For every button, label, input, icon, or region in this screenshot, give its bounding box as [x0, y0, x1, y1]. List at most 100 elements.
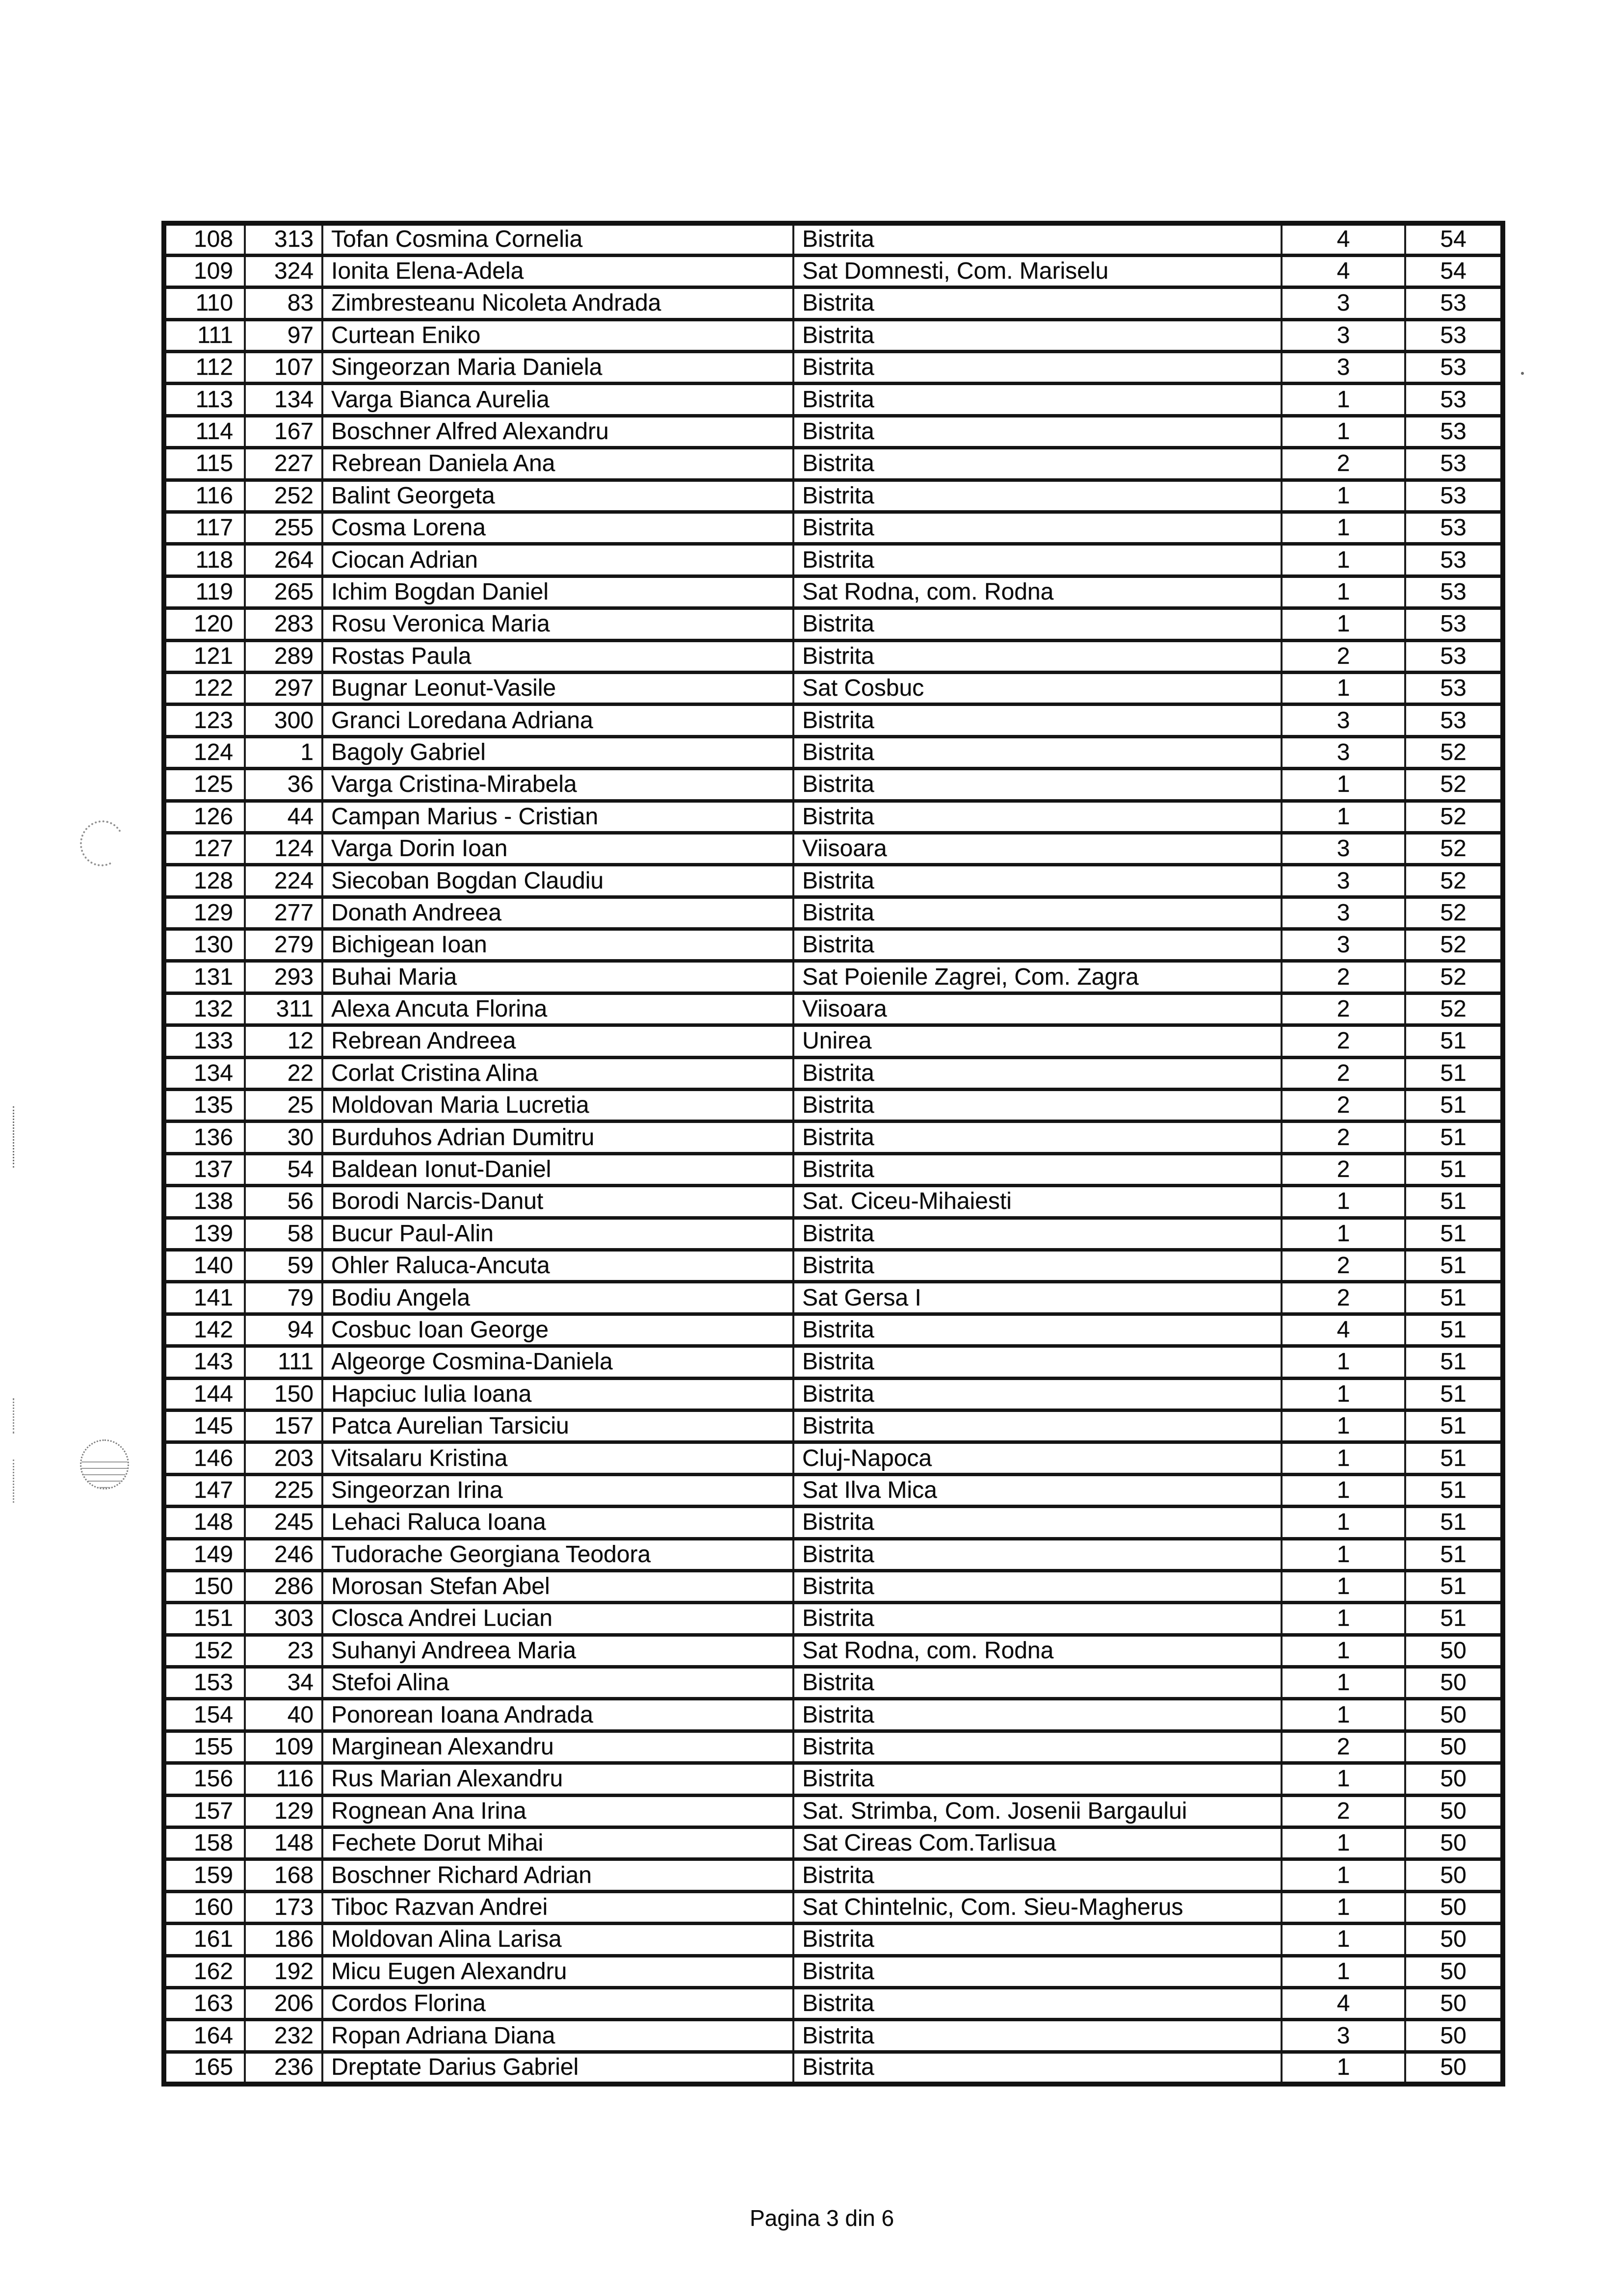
table-row: 137 54 Baldean Ionut-Daniel Bistrita 2 5…	[163, 1151, 1504, 1188]
score2-cell: 53	[1404, 638, 1504, 674]
rank-cell: 136	[163, 1120, 246, 1155]
id-cell: 236	[244, 2050, 323, 2086]
location-cell: Bistrita	[792, 317, 1283, 354]
id-cell: 79	[244, 1280, 323, 1316]
rank-cell: 125	[163, 767, 246, 803]
id-cell: 252	[244, 478, 323, 514]
name-cell: Balint Georgeta	[321, 478, 794, 514]
name-cell: Rostas Paula	[321, 638, 794, 674]
location-cell: Bistrita	[792, 382, 1283, 417]
rank-cell: 132	[163, 991, 246, 1027]
rank-cell: 113	[163, 382, 246, 417]
id-cell: 279	[244, 927, 323, 963]
location-cell: Bistrita	[792, 1954, 1283, 1990]
name-cell: Varga Dorin Ioan	[321, 831, 794, 867]
score1-cell: 3	[1281, 863, 1406, 899]
score1-cell: 3	[1281, 927, 1406, 963]
score2-cell: 53	[1404, 478, 1504, 514]
score2-cell: 51	[1404, 1120, 1504, 1155]
location-cell: Bistrita	[792, 542, 1283, 578]
score2-cell: 53	[1404, 574, 1504, 610]
score2-cell: 53	[1404, 606, 1504, 642]
score2-cell: 53	[1404, 542, 1504, 578]
score2-cell: 50	[1404, 1697, 1504, 1733]
location-cell: Cluj-Napoca	[792, 1440, 1283, 1476]
location-cell: Bistrita	[792, 1922, 1283, 1957]
id-cell: 224	[244, 863, 323, 899]
score2-cell: 53	[1404, 703, 1504, 738]
score2-cell: 52	[1404, 831, 1504, 867]
rank-cell: 114	[163, 414, 246, 450]
name-cell: Curtean Eniko	[321, 317, 794, 354]
rank-cell: 147	[163, 1472, 246, 1509]
score1-cell: 1	[1281, 1184, 1406, 1220]
name-cell: Bagoly Gabriel	[321, 734, 794, 771]
name-cell: Rognean Ana Irina	[321, 1793, 794, 1829]
score1-cell: 3	[1281, 831, 1406, 867]
id-cell: 303	[244, 1601, 323, 1637]
score2-cell: 50	[1404, 1826, 1504, 1861]
table-row: 154 40 Ponorean Ioana Andrada Bistrita 1…	[163, 1697, 1504, 1733]
location-cell: Bistrita	[792, 1088, 1283, 1123]
rank-cell: 162	[163, 1954, 246, 1990]
table-row: 118 264 Ciocan Adrian Bistrita 1 53	[163, 542, 1504, 578]
table-row: 126 44 Campan Marius - Cristian Bistrita…	[163, 799, 1504, 835]
table-row: 151 303 Closca Andrei Lucian Bistrita 1 …	[163, 1601, 1504, 1637]
table-row: 161 186 Moldovan Alina Larisa Bistrita 1…	[163, 1922, 1504, 1957]
location-cell: Bistrita	[792, 1857, 1283, 1893]
name-cell: Fechete Dorut Mihai	[321, 1826, 794, 1861]
id-cell: 150	[244, 1376, 323, 1412]
table-row: 121 289 Rostas Paula Bistrita 2 53	[163, 638, 1504, 674]
score1-cell: 1	[1281, 1761, 1406, 1797]
id-cell: 206	[244, 1985, 323, 2022]
id-cell: 313	[244, 221, 323, 257]
location-cell: Bistrita	[792, 510, 1283, 546]
score2-cell: 53	[1404, 670, 1504, 706]
score1-cell: 1	[1281, 1697, 1406, 1733]
score1-cell: 1	[1281, 1857, 1406, 1893]
table-row: 153 34 Stefoi Alina Bistrita 1 50	[163, 1665, 1504, 1701]
id-cell: 54	[244, 1151, 323, 1188]
id-cell: 30	[244, 1120, 323, 1155]
score2-cell: 50	[1404, 1761, 1504, 1797]
location-cell: Sat Ilva Mica	[792, 1472, 1283, 1509]
name-cell: Patca Aurelian Tarsiciu	[321, 1408, 794, 1444]
table-row: 110 83 Zimbresteanu Nicoleta Andrada Bis…	[163, 286, 1504, 321]
score2-cell: 53	[1404, 510, 1504, 546]
location-cell: Bistrita	[792, 799, 1283, 835]
results-table: 108 313 Tofan Cosmina Cornelia Bistrita …	[161, 221, 1505, 2087]
rank-cell: 154	[163, 1697, 246, 1733]
location-cell: Bistrita	[792, 703, 1283, 738]
location-cell: Sat Cosbuc	[792, 670, 1283, 706]
name-cell: Rus Marian Alexandru	[321, 1761, 794, 1797]
name-cell: Baldean Ionut-Daniel	[321, 1151, 794, 1188]
name-cell: Boschner Alfred Alexandru	[321, 414, 794, 450]
location-cell: Bistrita	[792, 1344, 1283, 1380]
score2-cell: 52	[1404, 734, 1504, 771]
rank-cell: 128	[163, 863, 246, 899]
rank-cell: 129	[163, 895, 246, 931]
score1-cell: 4	[1281, 1312, 1406, 1348]
name-cell: Singeorzan Irina	[321, 1472, 794, 1509]
score1-cell: 1	[1281, 799, 1406, 835]
score2-cell: 50	[1404, 1729, 1504, 1765]
score2-cell: 51	[1404, 1088, 1504, 1123]
id-cell: 12	[244, 1023, 323, 1059]
score1-cell: 2	[1281, 1729, 1406, 1765]
rank-cell: 115	[163, 446, 246, 482]
rank-cell: 116	[163, 478, 246, 514]
score2-cell: 51	[1404, 1568, 1504, 1605]
table-row: 158 148 Fechete Dorut Mihai Sat Cireas C…	[163, 1826, 1504, 1861]
id-cell: 186	[244, 1922, 323, 1957]
table-row: 116 252 Balint Georgeta Bistrita 1 53	[163, 478, 1504, 514]
location-cell: Bistrita	[792, 1761, 1283, 1797]
table-row: 111 97 Curtean Eniko Bistrita 3 53	[163, 317, 1504, 354]
id-cell: 22	[244, 1055, 323, 1092]
location-cell: Bistrita	[792, 446, 1283, 482]
score2-cell: 51	[1404, 1184, 1504, 1220]
table-row: 109 324 Ionita Elena-Adela Sat Domnesti,…	[163, 253, 1504, 289]
id-cell: 59	[244, 1248, 323, 1284]
location-cell: Bistrita	[792, 1665, 1283, 1701]
location-cell: Bistrita	[792, 2018, 1283, 2054]
